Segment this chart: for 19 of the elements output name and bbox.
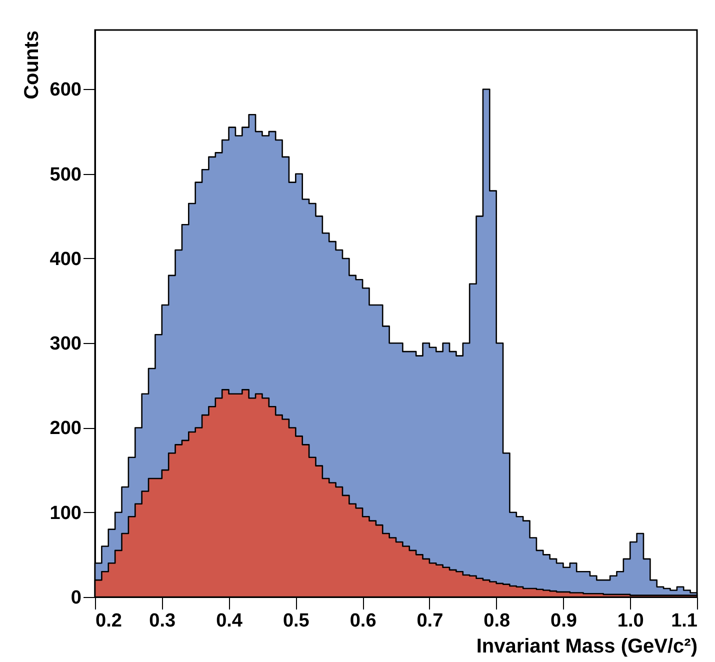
y-tick-label: 0 [70,588,82,608]
y-tick-label: 500 [50,164,82,186]
x-tick-label: 1.1 [671,610,698,632]
y-tick-label: 600 [50,80,82,101]
x-tick-label: 0.5 [282,610,310,632]
y-tick-label: 100 [50,502,82,524]
y-axis-title: Counts [20,30,43,100]
x-tick-label: 0.2 [96,610,122,632]
x-tick-label: 1.0 [617,610,644,632]
x-tick-label: 0.9 [550,610,577,632]
x-tick-label: 0.6 [350,610,376,632]
y-tick-label: 200 [50,418,82,440]
y-tick-label: 400 [50,248,82,270]
y-tick-label: 300 [50,334,82,355]
x-tick-label: 0.3 [149,610,176,632]
x-axis-title: Invariant Mass (GeV/c²) [476,636,698,658]
x-tick-label: 0.7 [416,610,444,632]
x-tick-label: 0.8 [484,610,510,632]
x-tick-label: 0.4 [216,610,243,632]
